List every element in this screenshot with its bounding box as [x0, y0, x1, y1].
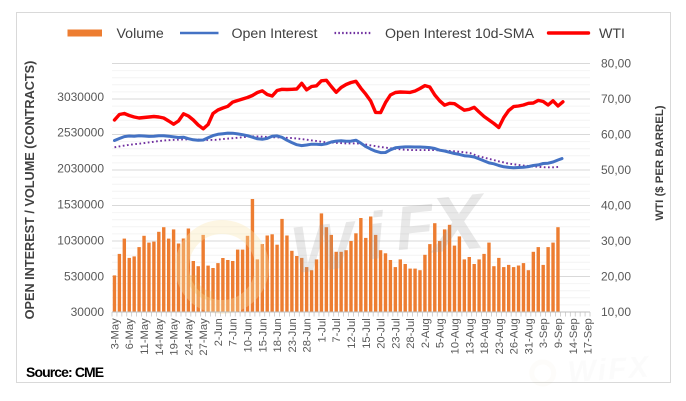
svg-text:60,00: 60,00: [601, 128, 631, 142]
svg-text:27-May: 27-May: [198, 318, 210, 356]
svg-text:Volume: Volume: [117, 26, 164, 42]
svg-text:28-Jun: 28-Jun: [302, 318, 314, 352]
svg-text:9-Sep: 9-Sep: [553, 318, 565, 348]
svg-text:23-Jun: 23-Jun: [287, 318, 299, 352]
svg-text:31-Aug: 31-Aug: [523, 318, 535, 354]
svg-text:1530000: 1530000: [57, 198, 104, 212]
svg-text:2530000: 2530000: [57, 126, 104, 140]
svg-text:20,00: 20,00: [601, 270, 631, 284]
svg-text:13-Aug: 13-Aug: [464, 318, 476, 354]
svg-text:30000: 30000: [71, 305, 105, 319]
svg-text:7-Jul: 7-Jul: [331, 318, 343, 342]
svg-text:18-Aug: 18-Aug: [479, 318, 491, 354]
svg-text:5-Aug: 5-Aug: [435, 318, 447, 348]
svg-text:15-Jul: 15-Jul: [361, 318, 373, 348]
svg-text:23-Jul: 23-Jul: [390, 318, 402, 348]
svg-text:Source: CME: Source: CME: [26, 364, 104, 380]
svg-text:20-Jul: 20-Jul: [376, 318, 388, 348]
svg-text:1030000: 1030000: [57, 233, 104, 247]
svg-text:OPEN INTEREST / VOLUME (CONTRA: OPEN INTEREST / VOLUME (CONTRACTS): [23, 61, 37, 320]
svg-text:2-Aug: 2-Aug: [420, 318, 432, 348]
svg-text:17-Sep: 17-Sep: [583, 318, 595, 354]
svg-text:2030000: 2030000: [57, 162, 104, 176]
svg-text:3030000: 3030000: [57, 90, 104, 104]
svg-text:30,00: 30,00: [601, 234, 631, 248]
svg-text:14-Sep: 14-Sep: [568, 318, 580, 354]
svg-text:28-Jul: 28-Jul: [405, 318, 417, 348]
svg-text:6-May: 6-May: [124, 318, 136, 349]
svg-text:70,00: 70,00: [601, 92, 631, 106]
svg-text:WTI: WTI: [599, 26, 625, 42]
svg-text:14-May: 14-May: [154, 318, 166, 356]
svg-text:12-Jul: 12-Jul: [346, 318, 358, 348]
svg-text:26-Aug: 26-Aug: [509, 318, 521, 354]
svg-text:3-Sep: 3-Sep: [538, 318, 550, 348]
svg-text:WTI ($ PER BARREL): WTI ($ PER BARREL): [654, 105, 666, 220]
svg-text:Open Interest 10d-SMA: Open Interest 10d-SMA: [385, 26, 535, 42]
svg-text:80,00: 80,00: [601, 57, 631, 71]
svg-text:7-Jun: 7-Jun: [228, 318, 240, 346]
svg-text:10,00: 10,00: [601, 305, 631, 319]
svg-text:2-Jun: 2-Jun: [213, 318, 225, 346]
svg-text:10-Aug: 10-Aug: [450, 318, 462, 354]
svg-text:3-May: 3-May: [110, 318, 122, 349]
svg-text:23-Aug: 23-Aug: [494, 318, 506, 354]
svg-text:18-Jun: 18-Jun: [272, 318, 284, 352]
svg-text:Open Interest: Open Interest: [232, 26, 318, 42]
svg-text:530000: 530000: [64, 269, 104, 283]
svg-text:50,00: 50,00: [601, 163, 631, 177]
svg-text:15-Jun: 15-Jun: [257, 318, 269, 352]
svg-text:24-May: 24-May: [183, 318, 195, 356]
svg-text:W: W: [287, 207, 361, 288]
svg-text:1-Jul: 1-Jul: [316, 318, 328, 342]
svg-text:19-May: 19-May: [169, 318, 181, 356]
svg-text:40,00: 40,00: [601, 199, 631, 213]
svg-text:11-May: 11-May: [139, 318, 151, 355]
svg-text:10-Jun: 10-Jun: [243, 318, 255, 352]
